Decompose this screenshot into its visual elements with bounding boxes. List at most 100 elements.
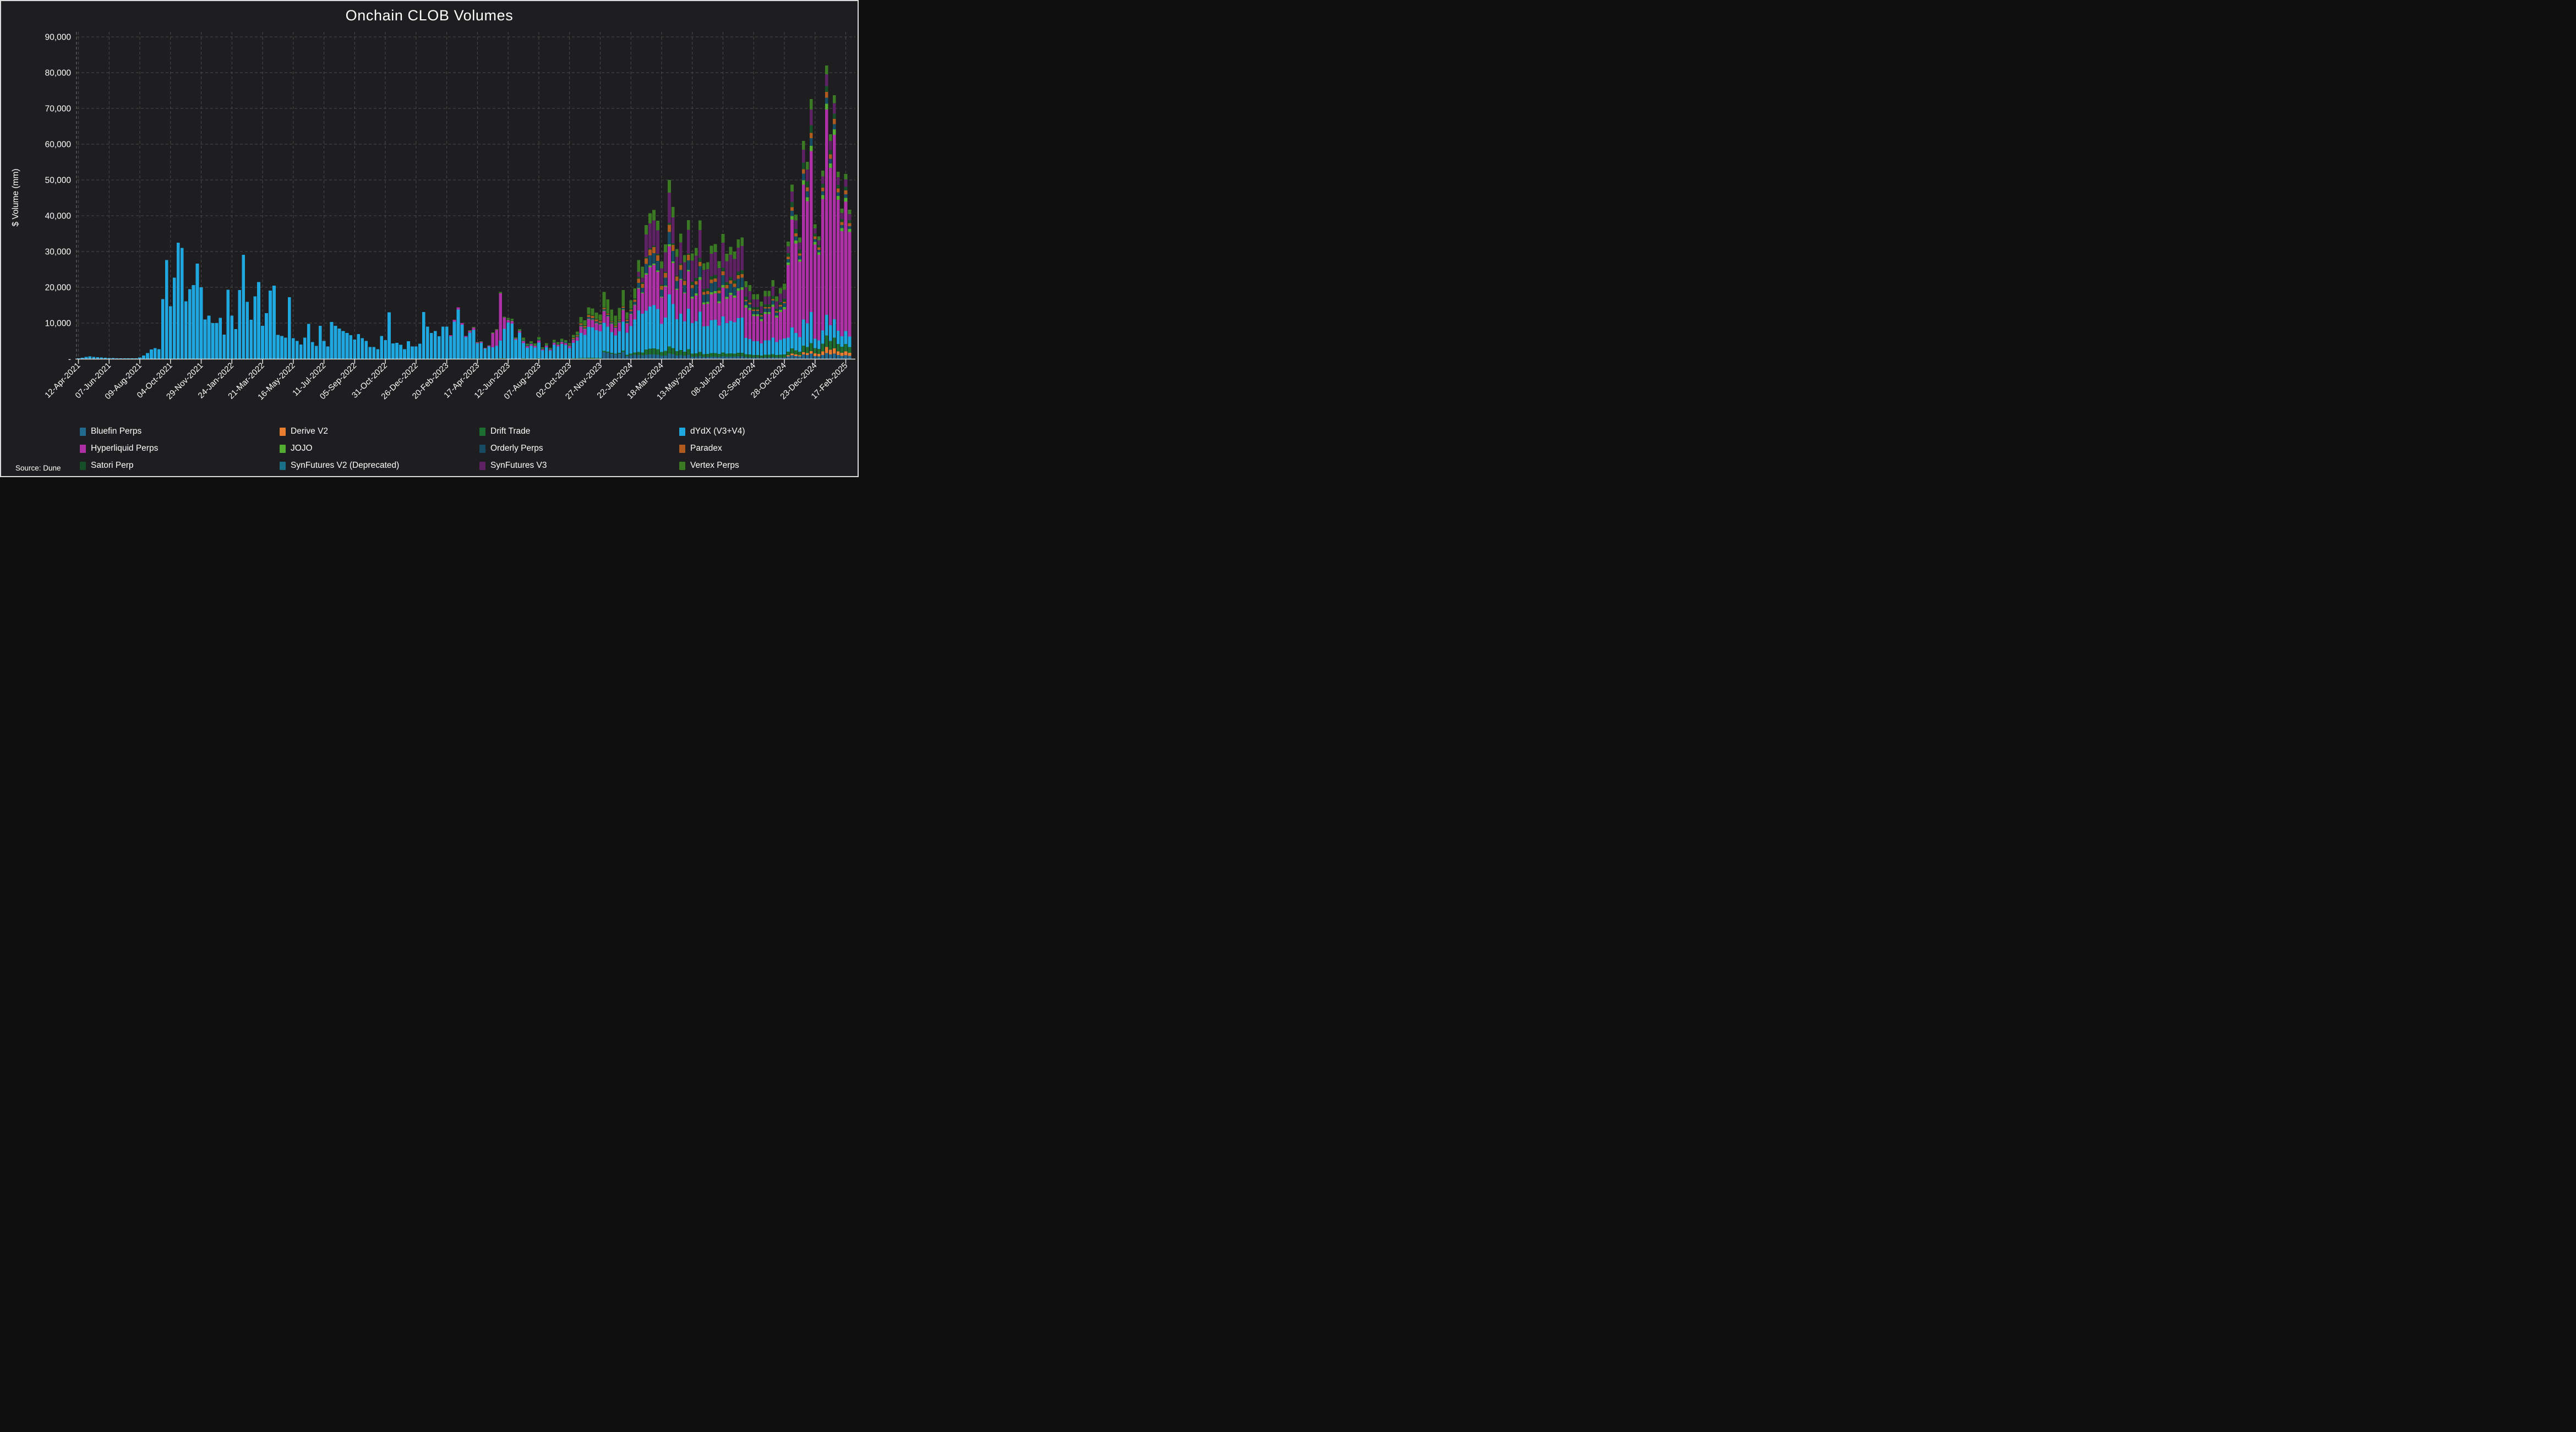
bar — [127, 358, 130, 359]
legend-item-label: Paradex — [690, 444, 722, 453]
bar — [717, 261, 721, 359]
legend-item-bluefin[interactable]: Bluefin Perps — [80, 425, 280, 438]
bar — [560, 338, 564, 359]
bar — [96, 357, 100, 359]
legend-item-synfutures_v2[interactable]: SynFutures V2 (Deprecated) — [280, 459, 479, 472]
bar — [134, 358, 138, 359]
bar — [506, 318, 510, 359]
legend-swatch-icon — [280, 427, 286, 436]
legend-item-paradex[interactable]: Paradex — [679, 442, 745, 455]
bar — [813, 224, 817, 359]
legend-item-label: Bluefin Perps — [91, 427, 142, 436]
bar — [168, 306, 172, 359]
bar — [606, 299, 610, 359]
bar — [783, 283, 786, 359]
legend-item-label: Vertex Perps — [690, 461, 739, 470]
bar — [261, 326, 264, 359]
bar — [288, 297, 291, 359]
bar — [307, 324, 310, 359]
bar — [771, 280, 774, 359]
bar — [710, 245, 713, 359]
bar — [407, 341, 410, 359]
legend-item-orderly[interactable]: Orderly Perps — [479, 442, 679, 455]
bar — [230, 315, 234, 359]
bar — [625, 312, 629, 359]
bar — [836, 172, 840, 359]
chart-page: Onchain CLOB Volumes $ Volume (mm) 12-Ap… — [0, 0, 859, 477]
bar — [130, 358, 134, 359]
legend-item-label: SynFutures V3 — [490, 461, 547, 470]
bar — [449, 335, 452, 359]
bar — [637, 260, 640, 359]
bar — [633, 288, 637, 359]
legend-item-satori[interactable]: Satori Perp — [80, 459, 280, 472]
bar — [211, 323, 215, 359]
legend-item-hyperliquid[interactable]: Hyperliquid Perps — [80, 442, 280, 455]
bar — [192, 285, 195, 359]
bar — [253, 296, 256, 359]
bar — [522, 337, 525, 359]
bar — [107, 358, 111, 359]
bar — [821, 171, 825, 359]
bar — [476, 342, 479, 359]
bar — [111, 358, 115, 359]
bar — [683, 255, 686, 359]
bar — [514, 337, 517, 359]
bar — [675, 249, 679, 359]
bar — [530, 341, 533, 359]
bar — [533, 343, 537, 359]
bar — [433, 331, 437, 359]
bar — [690, 253, 694, 359]
bar — [303, 337, 307, 359]
bar — [802, 141, 805, 359]
bar — [326, 346, 330, 359]
bar — [694, 248, 698, 359]
bar — [733, 252, 736, 359]
bar — [429, 333, 433, 359]
bar — [80, 358, 84, 359]
legend-item-jojo[interactable]: JOJO — [280, 442, 479, 455]
bar — [537, 337, 541, 359]
legend-item-drift[interactable]: Drift Trade — [479, 425, 679, 438]
bar — [748, 285, 752, 359]
legend-item-vertex[interactable]: Vertex Perps — [679, 459, 745, 472]
bar — [372, 347, 376, 359]
bar — [161, 299, 165, 359]
bar — [721, 234, 725, 359]
bar — [571, 335, 575, 359]
bar — [88, 356, 92, 359]
bar — [452, 320, 456, 359]
y-tick-label: 60,000 — [45, 140, 72, 150]
bar — [265, 313, 268, 359]
legend-item-label: Drift Trade — [490, 427, 531, 436]
bar — [242, 254, 245, 359]
bar — [380, 336, 383, 359]
legend-item-derive[interactable]: Derive V2 — [280, 425, 479, 438]
legend-item-synfutures_v3[interactable]: SynFutures V3 — [479, 459, 679, 472]
y-tick-labels: - 10,000 20,000 30,000 40,000 50,000 60,000 70,… — [45, 33, 72, 364]
bar — [564, 340, 567, 359]
legend-item-dydx[interactable]: dYdX (V3+V4) — [679, 425, 745, 438]
bar — [594, 313, 598, 359]
bar — [337, 328, 341, 359]
chart-legend: Bluefin Perps Derive V2 Drift Trade dYdX (V… — [80, 425, 745, 472]
bar — [645, 225, 648, 359]
bar — [752, 294, 756, 359]
bar — [391, 343, 395, 359]
bar — [215, 323, 219, 359]
bar — [188, 289, 192, 359]
bar — [629, 300, 633, 359]
bar — [756, 294, 760, 359]
bar — [165, 260, 168, 359]
bar — [725, 253, 729, 359]
bar — [299, 345, 303, 359]
y-axis-title: $ Volume (mm) — [11, 168, 20, 226]
bar — [150, 349, 153, 359]
bar — [384, 340, 387, 359]
bar — [775, 296, 778, 359]
chart-title: Onchain CLOB Volumes — [345, 7, 514, 24]
bar — [787, 241, 790, 359]
bar — [195, 264, 199, 359]
bar — [437, 336, 441, 359]
bar — [495, 329, 499, 359]
